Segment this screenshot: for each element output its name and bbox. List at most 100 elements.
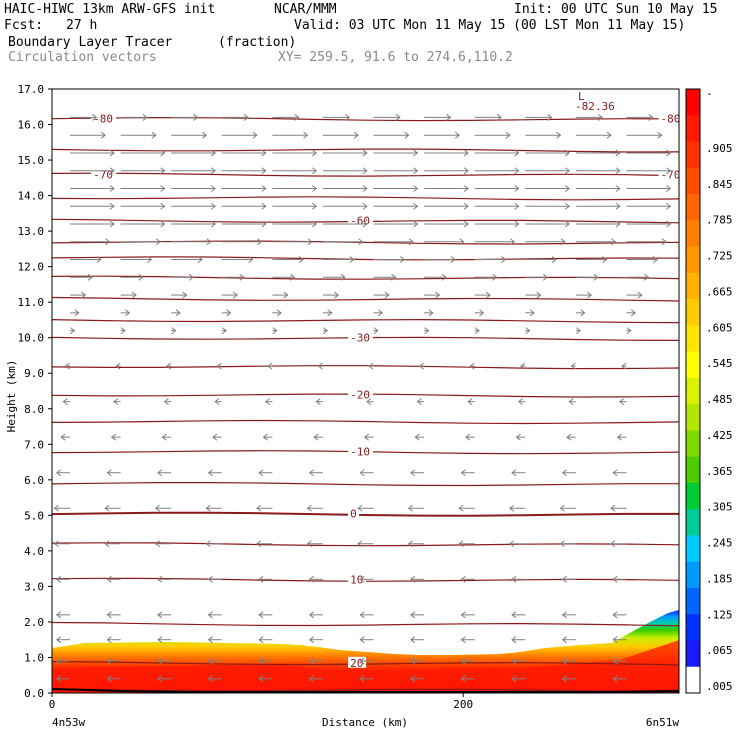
wind-vector [157, 675, 172, 683]
wind-vector [322, 202, 368, 210]
wind-vector [414, 433, 425, 441]
wind-vector [424, 149, 469, 157]
y-tick-label: 0.0 [24, 687, 44, 700]
wind-vector [120, 131, 157, 139]
wind-vector [373, 167, 419, 175]
wind-vector [214, 398, 222, 406]
x-axis: 0 200 [49, 693, 473, 711]
contour-label-bg [348, 388, 374, 400]
contour-label-bg [348, 573, 367, 585]
wind-vector [258, 675, 273, 683]
colorbar-label: .245 [706, 537, 733, 550]
wind-vector [308, 611, 323, 619]
org-label: NCAR/MMM [274, 2, 337, 17]
wind-vector [207, 611, 222, 619]
wind-vector [626, 202, 672, 210]
wind-vector [612, 611, 627, 619]
wind-vector [618, 398, 627, 406]
wind-vector [366, 398, 374, 406]
wind-vector [272, 114, 300, 121]
field-units: (fraction) [218, 35, 297, 50]
wind-vector [306, 504, 323, 512]
wind-vector [407, 504, 425, 512]
terrain-line [51, 688, 680, 693]
wind-vector [626, 114, 654, 121]
wind-vector [272, 273, 296, 281]
wind-vector [207, 575, 222, 583]
wind-vector [120, 220, 166, 228]
colorbar-label: .905 [706, 142, 733, 155]
wind-vector [70, 114, 98, 121]
wind-vector [467, 398, 475, 406]
wind-vector [272, 309, 282, 317]
wind-vector [60, 433, 70, 441]
wind-vector [525, 309, 535, 317]
colorbar-swatch [686, 115, 700, 143]
contour-label-bg [348, 214, 374, 226]
contour-line [52, 148, 679, 153]
wind-vector [525, 202, 571, 210]
wind-vector [575, 185, 621, 192]
y-tick-label: 11.0 [18, 296, 45, 309]
wind-vector [359, 657, 374, 665]
wind-vector [515, 433, 526, 441]
wind-vector [308, 675, 323, 683]
wind-vector [410, 675, 425, 683]
contour-line [52, 419, 679, 425]
x-tick-label: 200 [453, 698, 473, 711]
y-tick-label: 6.0 [24, 474, 44, 487]
wind-vector [272, 238, 313, 246]
wind-vector [474, 309, 485, 317]
wind-vector [511, 636, 526, 644]
wind-vector [106, 575, 121, 583]
wind-vector [120, 185, 166, 192]
wind-vector [373, 238, 414, 246]
wind-vector [474, 273, 498, 281]
wind-vector [575, 131, 612, 139]
fcst-value: 27 h [66, 18, 98, 33]
wind-vector [511, 657, 526, 665]
wind-vector [110, 433, 121, 441]
wind-vector [62, 398, 70, 406]
init-time: Init: 00 UTC Sun 10 May 15 [514, 2, 718, 17]
wind-vector [171, 114, 199, 121]
contour-line [52, 482, 679, 487]
wind-vector [474, 114, 502, 121]
contour-label-bg [348, 656, 367, 668]
wind-vector [258, 575, 273, 583]
wind-vector [258, 611, 273, 619]
wind-vector [368, 362, 374, 370]
y-tick-label: 8.0 [24, 403, 44, 416]
wind-vector [525, 327, 531, 334]
wind-vector [70, 309, 80, 317]
wind-vector [424, 202, 469, 210]
wind-vector [373, 114, 401, 121]
wind-vector [55, 575, 70, 583]
wind-vector [575, 273, 599, 281]
wind-vector [474, 185, 520, 192]
wind-vector [272, 131, 309, 139]
wind-vector [104, 540, 121, 548]
colorbar-swatch [686, 299, 700, 326]
colorbar-swatch [686, 535, 700, 563]
wind-vector [359, 575, 374, 583]
y-tick-label: 5.0 [24, 509, 44, 522]
wind-vector [511, 575, 526, 583]
contour-line [52, 365, 679, 370]
wind-vector [207, 469, 222, 477]
wind-vector [626, 256, 659, 263]
wind-vector [373, 131, 410, 139]
x-end-label-left: 4n53w [52, 716, 85, 729]
wind-vector [207, 657, 222, 665]
colorbar-swatch [686, 640, 700, 668]
wind-vector [525, 149, 571, 157]
colorbar-swatch [686, 456, 700, 484]
wind-vector [610, 540, 627, 548]
colorbar-swatch [686, 351, 700, 379]
wind-vector [322, 238, 364, 246]
wind-vector [221, 185, 267, 192]
wind-vector [70, 327, 76, 334]
wind-vector [308, 469, 323, 477]
wind-vector [410, 469, 425, 477]
wind-vector [612, 469, 627, 477]
